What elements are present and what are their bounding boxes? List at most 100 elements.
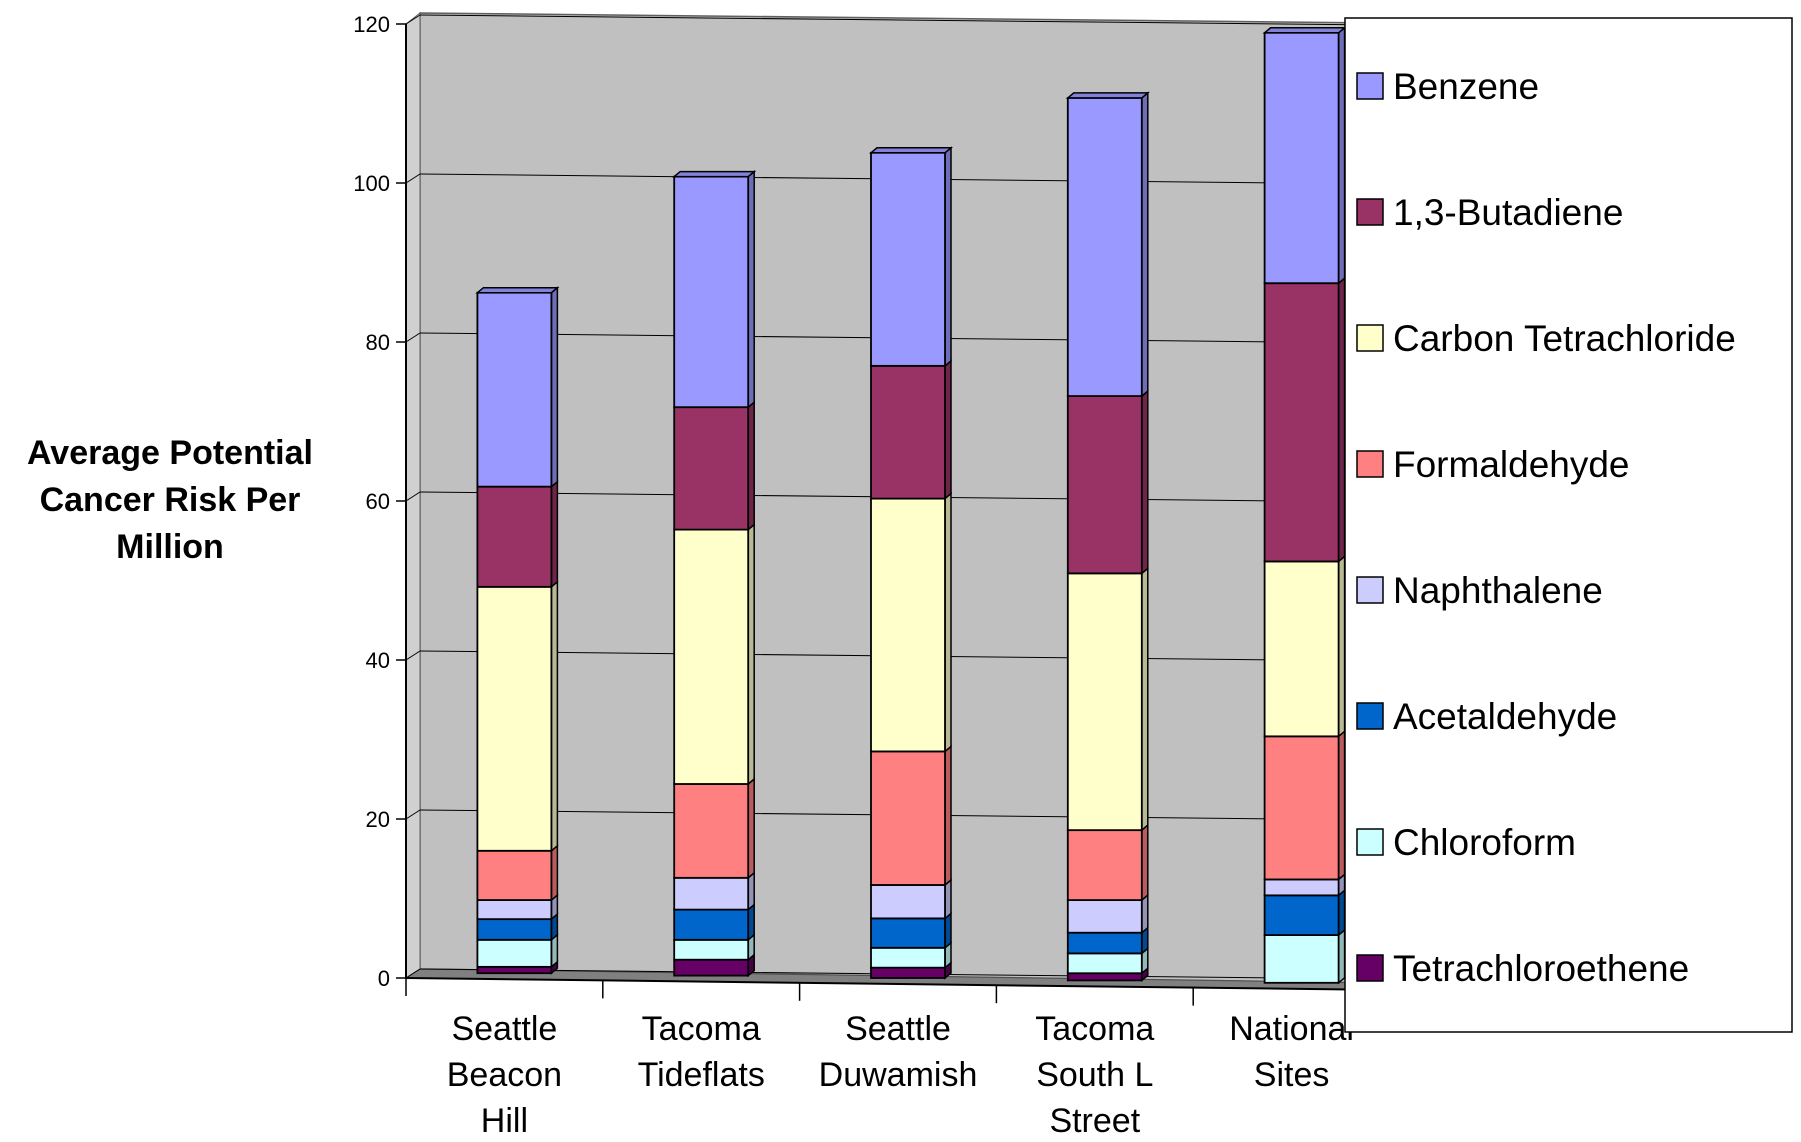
bar-segment-side — [747, 522, 755, 786]
legend-label: Acetaldehyde — [1393, 696, 1617, 737]
bar-top — [475, 286, 560, 294]
y-axis-title-line: Cancer Risk Per — [39, 481, 301, 519]
bar-segment-side — [550, 580, 559, 853]
legend-label: Formaldehyde — [1393, 444, 1630, 485]
x-tick-label: Sites — [1254, 1056, 1330, 1094]
x-tick-label: Tacoma — [1035, 1010, 1154, 1048]
legend-swatch — [1356, 828, 1384, 856]
legend-label: 1,3-Butadiene — [1393, 192, 1623, 233]
bar-segment-side — [747, 400, 755, 532]
bar-segment — [870, 946, 946, 969]
bar-segment — [870, 364, 946, 500]
bar-top — [1262, 27, 1347, 34]
gridline — [405, 332, 421, 343]
legend-label: Chloroform — [1393, 822, 1576, 863]
bar-segment — [476, 918, 553, 941]
bar-segment — [870, 966, 946, 979]
bar-segment-side — [944, 878, 952, 921]
bar-segment-side — [1337, 888, 1346, 937]
y-tick-label: 20 — [366, 807, 390, 832]
bar-segment-side — [944, 491, 952, 754]
bar-stack — [1262, 26, 1347, 985]
x-tick-label: Tacoma — [642, 1010, 761, 1048]
legend-swatch — [1356, 198, 1384, 226]
y-tick-label: 0 — [378, 966, 390, 991]
bar-segment-side — [1337, 26, 1346, 285]
legend-label: Benzene — [1393, 66, 1539, 107]
bar-segment — [1066, 952, 1143, 975]
bar-stack — [1065, 91, 1150, 983]
bar-segment — [1263, 560, 1340, 738]
bar-segment — [476, 849, 553, 901]
bar-segment — [476, 938, 553, 968]
bar-segment — [1263, 934, 1340, 984]
bar-segment — [1066, 829, 1143, 902]
bar-segment — [476, 291, 553, 488]
bar-segment — [870, 750, 946, 886]
bar-segment-side — [944, 744, 952, 887]
bar-segment — [1066, 97, 1143, 397]
bar-segment — [476, 965, 553, 975]
y-axis-title-line: Million — [116, 528, 224, 566]
gridline — [405, 809, 421, 820]
bars — [475, 26, 1347, 985]
x-tick-label: Seattle — [451, 1010, 557, 1048]
bar-segment-side — [550, 844, 559, 902]
legend: Benzene 1,3-Butadiene Carbon Tetrachloride… — [1344, 17, 1793, 1033]
legend-label: Tetrachloroethene — [1393, 948, 1689, 989]
bar-segment — [1263, 878, 1340, 897]
bar-segment-side — [747, 902, 755, 942]
y-tick-label: 80 — [366, 330, 390, 355]
y-axis-title: Average Potential Cancer Risk Per Millio… — [0, 430, 340, 571]
gridline — [405, 650, 421, 661]
axes: 0 20 40 60 80 100 120 — [353, 12, 1391, 1008]
bar-segment-side — [747, 169, 755, 409]
bar-segment-side — [1141, 389, 1149, 576]
bar-segment — [870, 151, 946, 367]
x-tick-label: Seattle — [845, 1010, 951, 1048]
legend-label: Carbon Tetrachloride — [1393, 318, 1736, 359]
x-tick-label: National — [1229, 1010, 1354, 1048]
bar-segment-side — [1337, 276, 1346, 564]
bar-segment — [1263, 282, 1340, 563]
bar-segment — [1066, 899, 1143, 934]
bar-segment — [1066, 931, 1143, 955]
gridline — [405, 14, 421, 25]
x-tick-label: Beacon — [447, 1056, 562, 1094]
bar-segment-side — [944, 146, 952, 368]
bar-segment — [1066, 972, 1143, 982]
gridline — [405, 968, 421, 979]
bar-segment-side — [1141, 566, 1149, 832]
bar-segment — [1263, 31, 1340, 285]
x-tick-label: Duwamish — [819, 1056, 978, 1094]
x-tick-label: South L — [1036, 1056, 1153, 1094]
bar-segment-side — [1337, 554, 1346, 738]
x-tick-label: Tideflats — [638, 1056, 765, 1094]
bar-segment — [870, 917, 946, 949]
bar-segment-side — [550, 480, 559, 589]
bar-segment — [476, 585, 553, 852]
legend-swatch — [1356, 72, 1384, 100]
bar-segment-side — [747, 871, 755, 912]
y-tick-label: 60 — [366, 489, 390, 514]
bar-stack — [475, 286, 560, 975]
bar-segment — [673, 958, 750, 977]
side-wall — [405, 11, 421, 979]
y-axis-title-line: Average Potential — [27, 434, 313, 472]
bar-segment — [673, 938, 750, 961]
bar-segment — [673, 528, 750, 785]
legend-swatch — [1356, 324, 1384, 352]
x-tick-labels: Seattle Beacon Hill Tacoma Tideflats Seattle D… — [447, 1010, 1354, 1140]
bar-top — [672, 170, 757, 178]
legend-swatch — [1356, 450, 1384, 478]
bar-segment — [870, 497, 946, 753]
y-tick-label: 40 — [366, 648, 390, 673]
y-tick-label: 100 — [353, 171, 390, 196]
bar-segment-side — [1141, 91, 1149, 398]
gridline — [419, 14, 1381, 26]
bar-segment — [1263, 735, 1340, 881]
gridline — [405, 173, 421, 184]
bar-segment — [476, 899, 553, 921]
